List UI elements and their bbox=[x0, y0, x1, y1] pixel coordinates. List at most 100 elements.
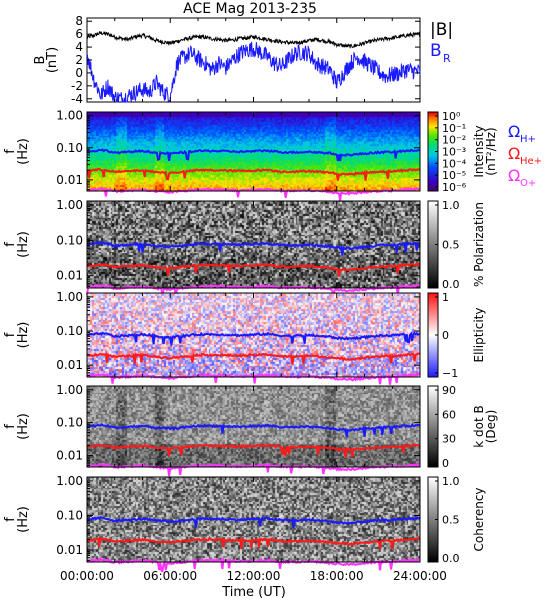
o-plus-label-subscript: O+ bbox=[520, 178, 536, 189]
y-axis-title: f bbox=[3, 149, 18, 154]
x-tick-label: 18:00:00 bbox=[310, 569, 364, 583]
colorbar-unit: (nT²/Hz) bbox=[484, 127, 498, 175]
y-tick-label: -2 bbox=[71, 79, 83, 93]
h-plus-label: Ω bbox=[508, 122, 520, 141]
x-axis-label: Time (UT) bbox=[221, 585, 286, 600]
colorbar-tick-label: 1.0 bbox=[442, 475, 460, 488]
colorbar-tick-label: 0.0 bbox=[442, 552, 460, 565]
he-plus-label: Ω bbox=[508, 144, 520, 163]
y-axis-unit: (Hz) bbox=[16, 413, 31, 440]
y-tick-label: -4 bbox=[71, 92, 83, 106]
he-plus-gyro-line bbox=[86, 262, 421, 277]
o-plus-label: Ω bbox=[508, 166, 520, 185]
y-tick-label: 0.01 bbox=[56, 269, 83, 283]
colorbar-gradient bbox=[428, 112, 438, 191]
y-axis-unit: (nT) bbox=[45, 47, 60, 73]
polarization-panel: 1.00 0.10 0.01 f(Hz) 1.0 0.5 0.0 % Polarization bbox=[3, 198, 486, 299]
colorbar-tick-label: 0.5 bbox=[442, 514, 460, 527]
y-axis-label: B(nT) bbox=[33, 47, 60, 73]
y-tick-label: 0.01 bbox=[56, 358, 83, 372]
colorbar-gradient bbox=[428, 477, 438, 562]
h-plus-label-subscript: H+ bbox=[520, 134, 536, 145]
x-tick-label: 00:00:00 bbox=[60, 569, 114, 583]
colorbar: 1 0 −1 Ellipticity bbox=[427, 291, 486, 380]
colorbar-label: % Polarization bbox=[472, 202, 486, 287]
he-plus-gyro-line bbox=[87, 352, 420, 365]
colorbar: 1.0 0.5 0.0 Coherency bbox=[427, 475, 486, 565]
colorbar-gradient bbox=[428, 293, 438, 377]
y-axis-title: f bbox=[3, 517, 18, 522]
colorbar-tick-label: 10⁻¹ bbox=[442, 122, 466, 135]
y-tick-label: 4 bbox=[75, 40, 83, 54]
y-tick-label: 0.10 bbox=[56, 324, 83, 338]
y-tick-label: 8 bbox=[75, 14, 83, 28]
colorbar: 1.0 0.5 0.0 % Polarization bbox=[427, 199, 486, 291]
colorbar-tick-label: 10⁻⁴ bbox=[442, 157, 467, 170]
he-plus-label-subscript: He+ bbox=[520, 156, 542, 167]
colorbar-tick-label: −1 bbox=[442, 367, 458, 380]
colorbar-unit: (Deg) bbox=[484, 410, 498, 444]
x-tick-label: 12:00:00 bbox=[227, 569, 281, 583]
y-tick-label: 0.01 bbox=[56, 173, 83, 187]
y-tick-label: 0.01 bbox=[56, 449, 83, 463]
br-series-line bbox=[86, 41, 421, 104]
y-tick-label: 0.10 bbox=[56, 233, 83, 247]
y-tick-label: 0.10 bbox=[56, 508, 83, 522]
y-axis-unit: (Hz) bbox=[16, 322, 31, 349]
legend-babs: |B| bbox=[430, 20, 453, 40]
y-axis-label: f(Hz) bbox=[3, 322, 31, 349]
legend-br-subscript: R bbox=[443, 52, 451, 65]
legend-br: B bbox=[430, 41, 442, 61]
colorbar-title: Ellipticity bbox=[472, 308, 486, 363]
colorbar-label: Ellipticity bbox=[472, 308, 486, 363]
y-tick-label: 6 bbox=[75, 27, 83, 41]
he-plus-gyro-line bbox=[86, 443, 421, 458]
y-axis-unit: (Hz) bbox=[16, 138, 31, 165]
colorbar-tick-label: 0 bbox=[442, 457, 449, 470]
colorbar-tick-label: 0.0 bbox=[442, 278, 460, 291]
colorbar-tick-label: 10⁻² bbox=[442, 134, 466, 147]
y-axis-unit: (Hz) bbox=[16, 506, 31, 533]
h-plus-gyro-line bbox=[86, 241, 421, 256]
colorbar-label: k dot B(Deg) bbox=[472, 405, 498, 447]
y-tick-label: 2 bbox=[75, 53, 83, 67]
colorbar-gradient bbox=[428, 201, 438, 288]
y-tick-label: 1.00 bbox=[56, 383, 83, 397]
figure-title: ACE Mag 2013-235 bbox=[183, 1, 317, 17]
y-axis-label: f(Hz) bbox=[3, 413, 31, 440]
colorbar-title: Coherency bbox=[472, 487, 486, 551]
y-tick-label: 1.00 bbox=[56, 474, 83, 488]
colorbar-title: k dot B bbox=[472, 405, 486, 447]
he-plus-gyro-line bbox=[86, 167, 421, 181]
y-axis-label: f(Hz) bbox=[3, 138, 31, 165]
colorbar: 90 60 30 0 k dot B(Deg) bbox=[427, 384, 498, 470]
intensity-panel: 1.00 0.10 0.01 f(Hz) 10⁰10⁻¹10⁻²10⁻³10⁻⁴10⁻⁵… bbox=[3, 109, 542, 201]
y-axis-title: f bbox=[3, 242, 18, 247]
colorbar-title: % Polarization bbox=[472, 202, 486, 287]
y-axis-label: f(Hz) bbox=[3, 506, 31, 533]
colorbar-tick-label: 10⁰ bbox=[442, 110, 461, 123]
colorbar-tick-label: 60 bbox=[442, 408, 456, 421]
x-tick-label: 24:00:00 bbox=[393, 569, 447, 583]
y-axis-unit: (Hz) bbox=[16, 231, 31, 258]
colorbar-frame bbox=[427, 385, 439, 468]
colorbar-gradient bbox=[428, 386, 438, 467]
y-tick-label: 0.01 bbox=[56, 543, 83, 557]
colorbar-tick-label: 30 bbox=[442, 433, 456, 446]
colorbar-tick-label: 90 bbox=[442, 384, 456, 397]
colorbar-tick-label: 1 bbox=[442, 291, 449, 304]
y-axis-label: f(Hz) bbox=[3, 231, 31, 258]
x-axis-ticks: 00:00:00 06:00:00 12:00:00 18:00:00 24:00:00 bbox=[60, 18, 447, 583]
colorbar-tick-label: 0 bbox=[442, 329, 449, 342]
babs-series-line bbox=[86, 31, 420, 49]
y-axis-title: f bbox=[3, 332, 18, 337]
y-tick-label: 0.10 bbox=[56, 141, 83, 155]
y-tick-label: 1.00 bbox=[56, 109, 83, 123]
h-plus-gyro-line bbox=[86, 515, 421, 529]
colorbar-tick-label: 0.5 bbox=[442, 239, 460, 252]
y-tick-label: 0 bbox=[75, 66, 83, 80]
